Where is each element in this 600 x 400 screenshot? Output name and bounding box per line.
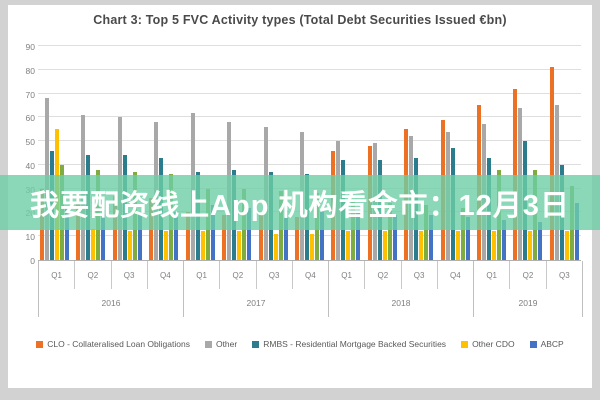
bar xyxy=(564,231,569,260)
bar xyxy=(319,212,324,260)
legend-item: RMBS - Residential Mortgage Backed Secur… xyxy=(252,339,446,349)
bar xyxy=(502,220,507,260)
bar xyxy=(387,203,392,260)
bar xyxy=(137,212,142,260)
bar xyxy=(424,205,429,260)
bar xyxy=(346,231,351,260)
bar xyxy=(174,212,179,260)
year-block: Q1 Q2 Q3 Q4 2018 xyxy=(329,261,474,317)
bar xyxy=(91,229,96,260)
bar xyxy=(210,205,215,260)
legend-swatch xyxy=(461,340,469,348)
y-tick-label: 40 xyxy=(25,160,35,171)
legend-item: CLO - Collateralised Loan Obligations xyxy=(36,339,190,349)
bar xyxy=(465,217,470,260)
bar xyxy=(513,89,518,260)
legend-swatch xyxy=(529,340,537,348)
year-block: Q1 Q2 Q3 Q4 2017 xyxy=(184,261,329,317)
bar xyxy=(164,231,169,260)
bar xyxy=(356,212,361,260)
gridline xyxy=(38,116,581,118)
legend-swatch xyxy=(204,340,212,348)
legend-item: Other xyxy=(204,339,238,349)
gridline xyxy=(38,235,581,237)
legend-label: Other xyxy=(215,339,238,349)
bar xyxy=(222,215,227,260)
x-quarter-label: Q2 xyxy=(220,261,257,289)
x-year-label: 2016 xyxy=(101,298,121,308)
bar xyxy=(65,208,69,260)
bar xyxy=(309,234,314,260)
x-quarter-label: Q2 xyxy=(365,261,402,289)
bar xyxy=(127,231,132,260)
x-quarter-label: Q1 xyxy=(329,261,366,289)
bar xyxy=(392,215,397,260)
bar xyxy=(549,67,554,260)
bar xyxy=(538,222,543,260)
bar xyxy=(351,201,356,260)
watermark-band: 我要配资线上App 机构看金市：12月3日 xyxy=(0,175,600,230)
bar xyxy=(247,208,252,260)
legend: CLO - Collateralised Loan Obligations Oth… xyxy=(8,339,592,349)
x-axis: Q1 Q2 Q3 Q4 2016 Q1 Q2 Q3 Q4 2017 Q1 Q2 Q3 Q4 2018 Q1 Q2… xyxy=(38,261,583,317)
y-tick-label: 70 xyxy=(25,89,35,100)
year-block: Q1 Q2 Q3 2019 xyxy=(474,261,582,317)
bar xyxy=(419,231,424,260)
y-tick-label: 80 xyxy=(25,65,35,76)
bar xyxy=(455,231,460,260)
bar xyxy=(382,231,387,260)
gridline xyxy=(38,45,581,46)
year-block: Q1 Q2 Q3 Q4 2016 xyxy=(39,261,184,317)
chart-title: Chart 3: Top 5 FVC Activity types (Total… xyxy=(93,13,507,27)
legend-item: ABCP xyxy=(529,339,564,349)
bar xyxy=(492,231,497,260)
bar xyxy=(283,210,288,260)
gridline xyxy=(38,163,581,165)
x-quarter-label: Q3 xyxy=(112,261,148,289)
bar xyxy=(294,217,299,260)
x-year-label: 2019 xyxy=(518,298,538,308)
bar xyxy=(429,215,434,260)
legend-label: CLO - Collateralised Loan Obligations xyxy=(47,339,190,349)
gridline xyxy=(38,68,581,70)
x-quarter-label: Q2 xyxy=(510,261,547,289)
legend-item: Other CDO xyxy=(461,339,515,349)
y-tick-label: 10 xyxy=(25,232,35,243)
bar xyxy=(185,212,190,260)
y-tick-label: 50 xyxy=(25,137,35,148)
legend-label: RMBS - Residential Mortgage Backed Secur… xyxy=(263,339,447,349)
x-quarter-label: Q2 xyxy=(75,261,112,289)
x-quarter-label: Q1 xyxy=(474,261,511,289)
x-quarter-label: Q4 xyxy=(305,270,316,280)
x-quarter-label: Q1 xyxy=(184,261,221,289)
bar xyxy=(200,231,205,260)
legend-swatch xyxy=(252,340,260,348)
bar xyxy=(101,210,106,260)
legend-label: ABCP xyxy=(540,339,564,349)
bar-group xyxy=(549,67,579,260)
x-quarter-label: Q1 xyxy=(39,261,76,289)
x-quarter-label: Q3 xyxy=(257,261,293,289)
gridline xyxy=(38,92,581,94)
y-tick-label: 0 xyxy=(30,256,35,266)
x-quarter-label: Q4 xyxy=(450,270,461,280)
gridline xyxy=(38,140,581,142)
bar xyxy=(460,208,465,260)
x-year-label: 2018 xyxy=(391,298,411,308)
y-tick-label: 60 xyxy=(25,113,35,124)
bar xyxy=(258,215,263,260)
legend-label: Other CDO xyxy=(472,339,515,349)
legend-swatch xyxy=(36,340,44,348)
y-tick-label: 90 xyxy=(25,42,35,52)
x-quarter-label: Q4 xyxy=(160,270,171,280)
x-year-label: 2017 xyxy=(246,298,266,308)
bar xyxy=(528,231,533,260)
watermark-text: 我要配资线上App 机构看金市：12月3日 xyxy=(30,189,570,222)
bar xyxy=(574,203,579,260)
x-quarter-label: Q3 xyxy=(558,270,570,280)
x-quarter-label: Q3 xyxy=(402,261,438,289)
bar xyxy=(237,231,242,260)
bar xyxy=(273,234,278,260)
